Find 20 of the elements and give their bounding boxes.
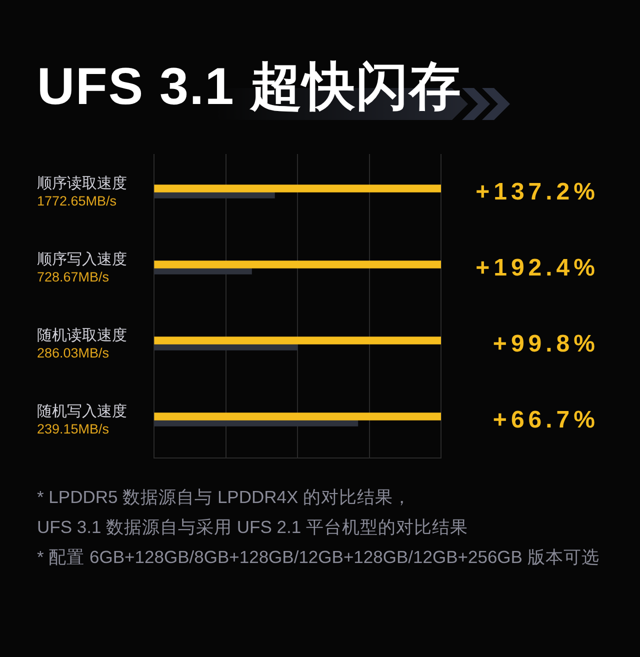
y-tick-label: 顺序读取速度 1772.65MB/s xyxy=(37,174,127,209)
bar xyxy=(154,420,358,426)
y2-tick-label: +99.8% xyxy=(492,330,599,358)
bar xyxy=(154,184,441,192)
bar xyxy=(154,260,441,268)
y2-tick-label: +66.7% xyxy=(492,406,599,434)
bar xyxy=(154,344,298,350)
chart-title: UFS 3.1 超快闪存 xyxy=(37,57,462,117)
y-tick-label: 随机写入速度 239.15MB/s xyxy=(37,402,127,437)
bar xyxy=(154,192,275,198)
bar xyxy=(154,412,441,420)
text: UFS 3.1 数据源自与采用 UFS 2.1 平台机型的对比结果 xyxy=(37,516,469,539)
y2-tick-label: +137.2% xyxy=(476,178,599,206)
text: * 配置 6GB+128GB/8GB+128GB/12GB+128GB/12GB+256GB 版本可选 xyxy=(37,546,600,569)
text: * LPDDR5 数据源自与 LPDDR4X 的对比结果， xyxy=(37,486,412,509)
y-tick-label: 随机读取速度 286.03MB/s xyxy=(37,326,127,361)
y-tick-label: 顺序写入速度 728.67MB/s xyxy=(37,250,127,285)
y2-tick-label: +192.4% xyxy=(476,254,599,282)
bar xyxy=(154,268,252,274)
bar xyxy=(154,336,441,344)
